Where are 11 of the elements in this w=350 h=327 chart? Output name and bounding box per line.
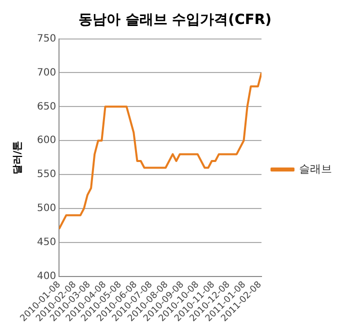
y-tick-label: 650 <box>36 101 56 112</box>
legend-label: 슬래브 <box>299 162 332 176</box>
y-axis-title: 달러/톤 <box>12 140 24 174</box>
y-tick-label: 450 <box>36 237 56 248</box>
y-tick-label: 550 <box>36 169 56 180</box>
chart-title: 동남아 슬래브 수입가격(CFR) <box>78 12 272 28</box>
y-tick-label: 700 <box>36 67 56 78</box>
y-tick-label: 600 <box>36 135 56 146</box>
y-tick-label: 500 <box>36 203 56 214</box>
y-tick-label: 400 <box>36 270 56 282</box>
y-tick-label: 750 <box>36 33 56 44</box>
